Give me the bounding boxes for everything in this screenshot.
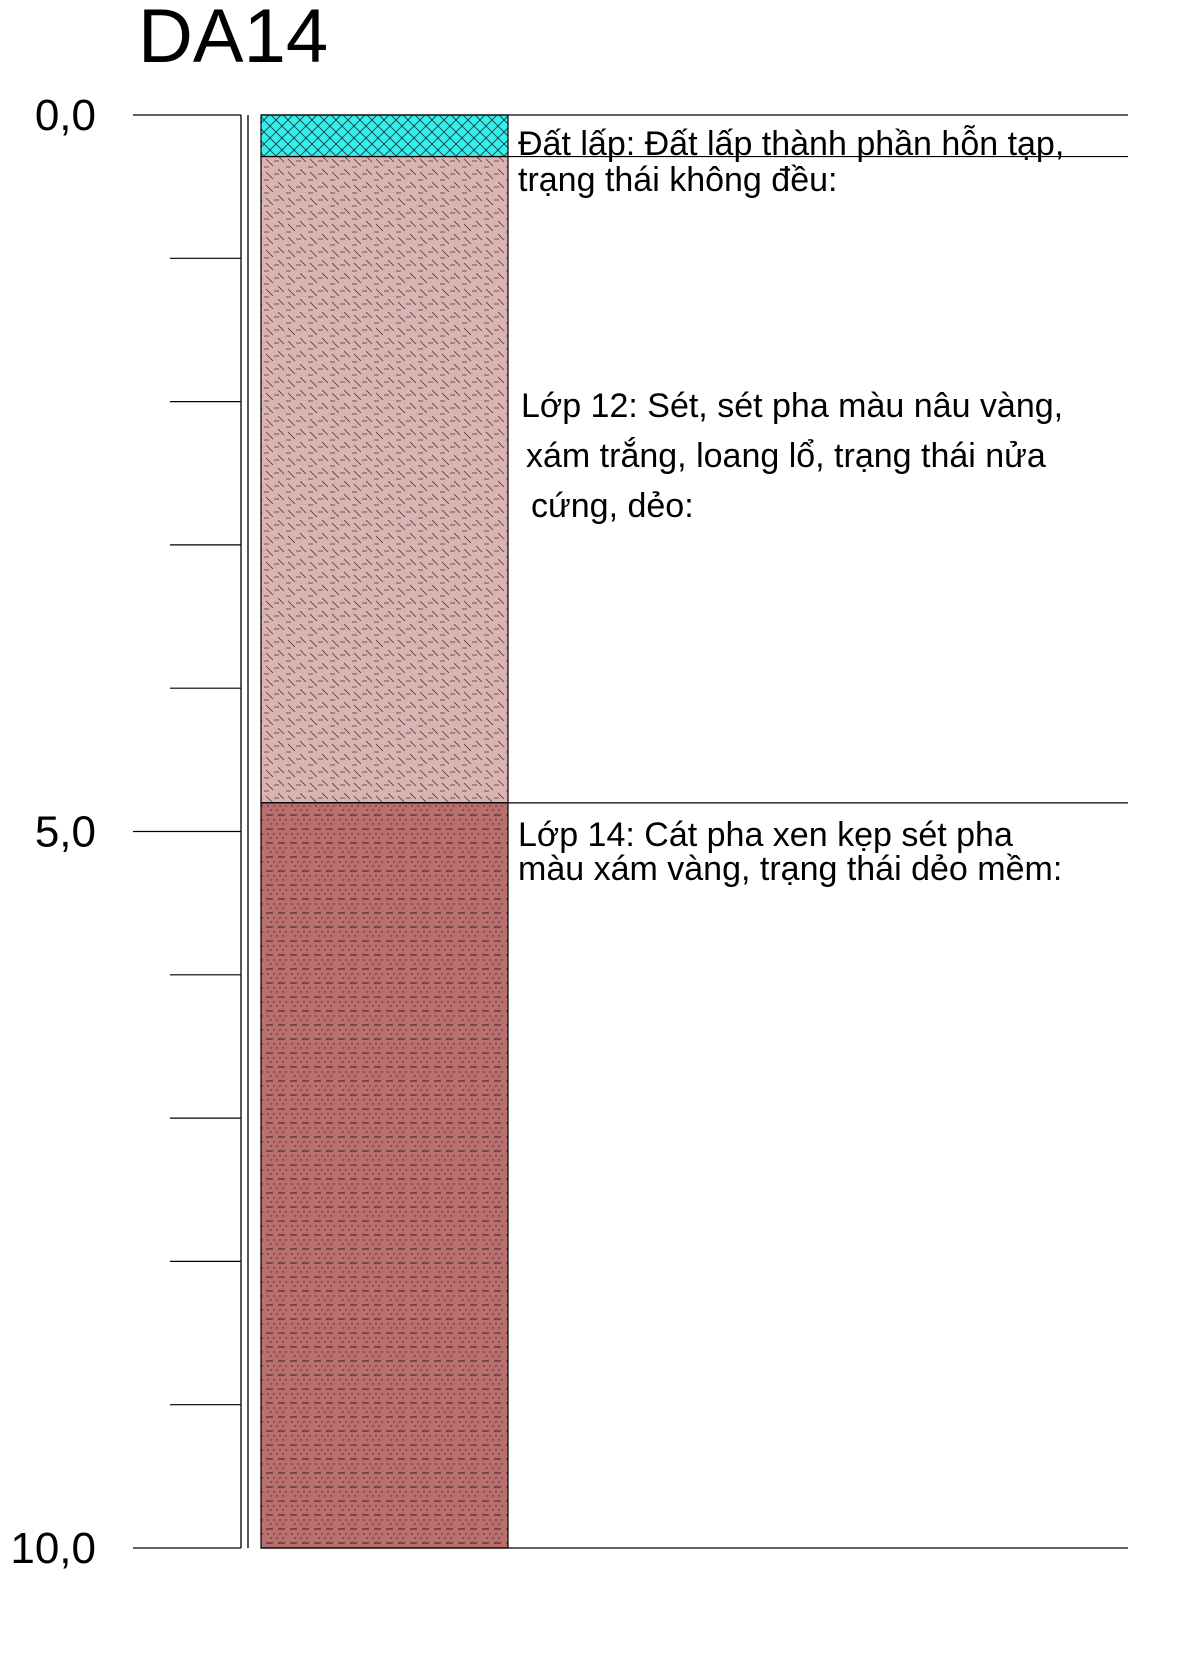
layer-description-line: màu xám vàng, trạng thái dẻo mềm:	[518, 850, 1062, 888]
layer-description-line: cứng, dẻo:	[531, 487, 694, 525]
layer-layer-12-fill	[260, 155, 509, 804]
depth-label: 5,0	[35, 808, 96, 857]
soil-layers	[260, 114, 1128, 1549]
layer-layer-14-fill	[260, 802, 509, 1549]
borehole-title: DA14	[138, 0, 328, 79]
layer-description-line: Đất lấp: Đất lấp thành phần hỗn tạp,	[518, 125, 1064, 163]
layer-description-line: Lớp 14: Cát pha xen kẹp sét pha	[518, 816, 1013, 854]
depth-labels: 0,0 5,0 10,0	[10, 91, 96, 1573]
layer-descriptions: Đất lấp: Đất lấp thành phần hỗn tạp,trạn…	[518, 125, 1064, 888]
layer-description-line: trạng thái không đều:	[518, 161, 837, 199]
depth-ticks	[133, 114, 241, 1549]
depth-label: 10,0	[10, 1524, 96, 1573]
layer-fill-fill	[260, 114, 509, 158]
depth-label: 0,0	[35, 91, 96, 140]
layer-description-line: xám trắng, loang lổ, trạng thái nửa	[526, 437, 1046, 475]
layer-description-line: Lớp 12: Sét, sét pha màu nâu vàng,	[521, 387, 1063, 425]
